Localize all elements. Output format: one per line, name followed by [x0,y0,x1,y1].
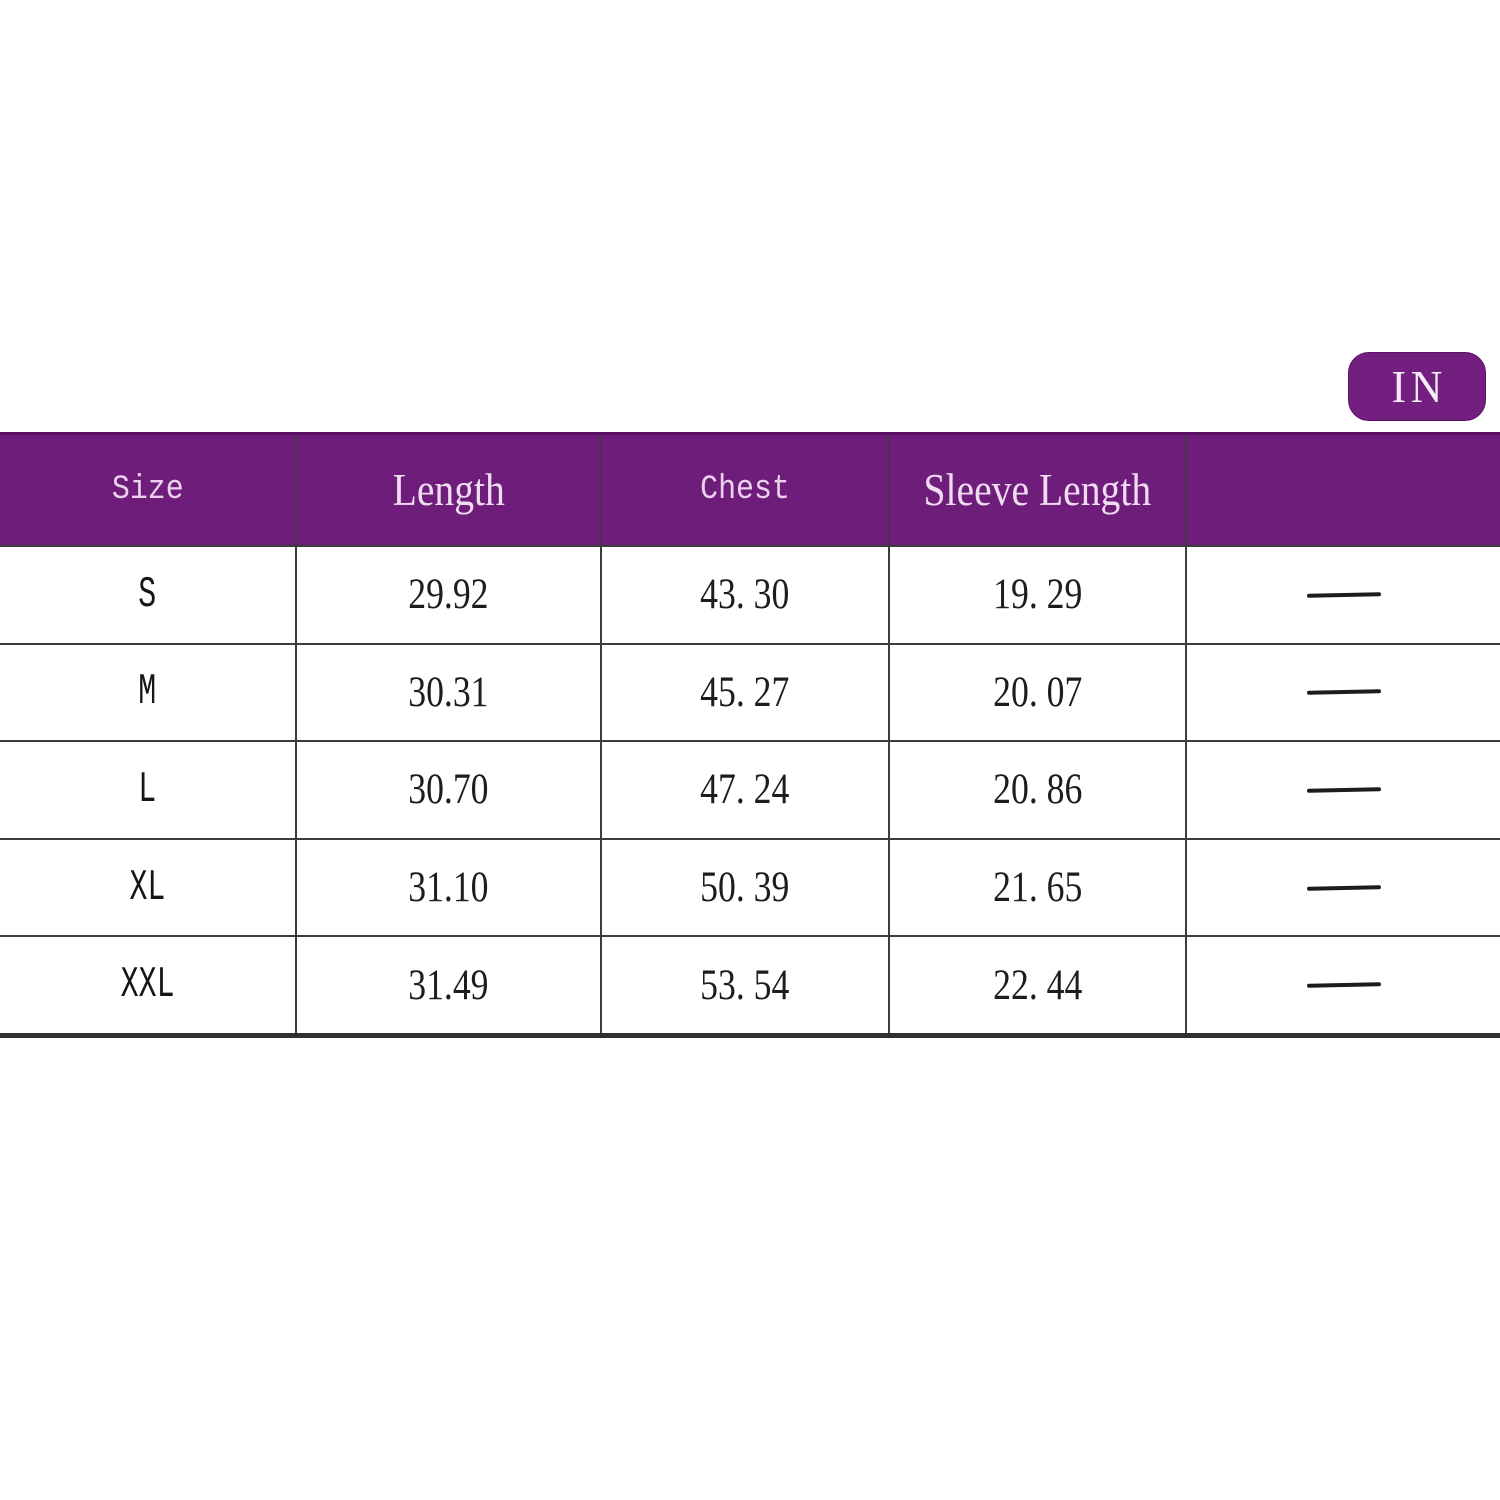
length-value: 29.92 [408,571,489,619]
sleeve-length-value: 20. 86 [992,766,1083,814]
table-row: L 30.70 47. 24 20. 86 [0,740,1500,838]
header-label-sleeve-length: Sleeve Length [923,465,1152,515]
size-cell: XXL [0,937,295,1033]
size-cell: L [0,742,295,838]
length-cell: 31.10 [295,839,600,936]
chest-cell: 45. 27 [600,644,888,741]
chest-value: 43. 30 [700,571,790,619]
size-value: M [138,667,157,718]
sleeve-length-cell: 22. 44 [888,937,1185,1033]
dash-mark [1306,884,1381,891]
table-row: XL 31.10 50. 39 21. 65 [0,837,1500,936]
length-value: 31.49 [408,961,489,1009]
extra-cell [1185,839,1500,936]
size-value: L [138,764,157,815]
sleeve-length-cell: 19. 29 [888,547,1185,643]
size-chart-table: Size Length Chest Sleeve Length S 29.92 … [0,432,1500,1038]
size-cell: M [0,645,295,741]
length-value: 31.10 [408,864,489,912]
header-cell-length: Length [295,435,600,545]
sleeve-length-value: 21. 65 [992,864,1083,912]
dash-mark [1306,982,1381,988]
chest-value: 47. 24 [700,766,790,814]
chest-cell: 50. 39 [600,839,888,936]
chest-value: 50. 39 [700,864,790,912]
length-cell: 29.92 [295,547,600,643]
unit-badge: IN [1348,352,1486,421]
table-body: S 29.92 43. 30 19. 29 M 30.31 45. 27 20.… [0,545,1500,1038]
unit-badge-label: IN [1391,361,1448,412]
dash-mark [1306,689,1381,696]
size-cell: S [0,547,295,643]
length-value: 30.70 [408,766,489,814]
size-value: S [138,569,157,620]
header-label-chest: Chest [700,471,790,509]
header-label-length: Length [392,465,505,515]
table-row: M 30.31 45. 27 20. 07 [0,642,1500,741]
sleeve-length-value: 22. 44 [992,961,1083,1009]
header-cell-sleeve-length: Sleeve Length [888,435,1185,545]
chest-value: 45. 27 [700,668,790,716]
sleeve-length-cell: 21. 65 [888,839,1185,936]
extra-cell [1185,547,1500,643]
sleeve-length-cell: 20. 86 [888,742,1185,838]
table-header-row: Size Length Chest Sleeve Length [0,432,1500,545]
extra-cell [1185,937,1500,1033]
dash-mark [1306,592,1381,598]
dash-mark [1306,787,1381,793]
length-value: 30.31 [408,668,489,716]
header-cell-extra [1185,435,1500,545]
chest-cell: 43. 30 [600,547,888,643]
sleeve-length-value: 20. 07 [992,668,1083,716]
chest-value: 53. 54 [700,961,790,1009]
length-cell: 30.31 [295,644,600,741]
sleeve-length-value: 19. 29 [992,571,1083,619]
length-cell: 30.70 [295,742,600,838]
length-cell: 31.49 [295,937,600,1033]
size-value: XXL [120,960,175,1011]
sleeve-length-cell: 20. 07 [888,644,1185,741]
size-value: XL [129,862,166,913]
header-cell-chest: Chest [600,435,888,545]
chest-cell: 53. 54 [600,937,888,1033]
header-label-size: Size [111,471,184,509]
size-cell: XL [0,840,295,936]
extra-cell [1185,742,1500,838]
chest-cell: 47. 24 [600,742,888,838]
table-row: XXL 31.49 53. 54 22. 44 [0,935,1500,1033]
extra-cell [1185,644,1500,741]
table-row: S 29.92 43. 30 19. 29 [0,545,1500,643]
header-cell-size: Size [0,435,295,545]
